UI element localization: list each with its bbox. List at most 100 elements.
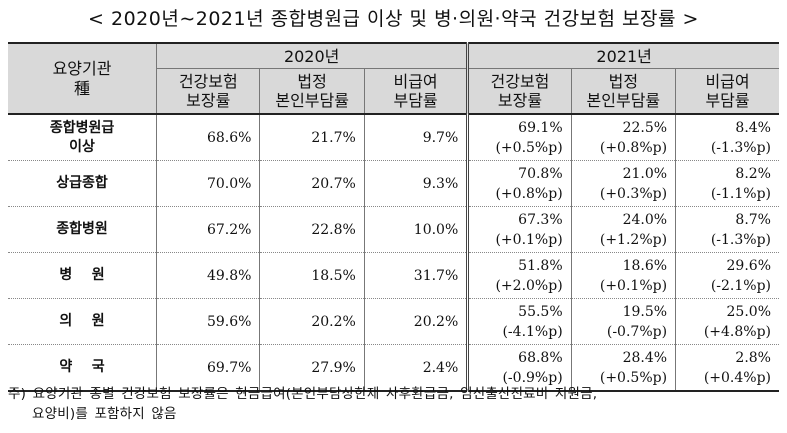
change-vs-2020: (+1.2%p) xyxy=(599,231,668,248)
value-2020-cell: 27.9% xyxy=(259,344,365,391)
col-2021-coverage: 건강보험 보장률 xyxy=(466,68,572,115)
value-2020-cell: 20.7% xyxy=(259,160,365,207)
value-2021: 19.5% xyxy=(622,303,668,320)
institution-type-sublabel: 種 xyxy=(74,78,91,98)
table-row: 병 원 49.8% 18.5% 31.7% 51.8% (+2.0%p) 18.6% (+0.… xyxy=(8,252,779,299)
value-2021: 2.8% xyxy=(735,349,771,366)
value-2021: 8.2% xyxy=(735,165,771,182)
year-2021-header: 2021년 xyxy=(466,42,779,69)
value-2020-cell: 20.2% xyxy=(259,298,365,345)
change-vs-2020: (+2.0%p) xyxy=(495,277,563,294)
value-2021-cell: 69.1% (+0.5%p) xyxy=(466,114,572,161)
value-2021-cell: 51.8% (+2.0%p) xyxy=(466,252,572,299)
value-2021-cell: 68.8% (-0.9%p) xyxy=(466,344,572,391)
value-2021-cell: 8.7% (-1.3%p) xyxy=(675,206,779,253)
value-2021-cell: 25.0% (+4.8%p) xyxy=(675,298,779,345)
value-2020-cell: 67.2% xyxy=(156,206,260,253)
table-row: 의 원 59.6% 20.2% 20.2% 55.5% (-4.1%p) 19.5% (-0.… xyxy=(8,298,779,345)
change-vs-2020: (+0.4%p) xyxy=(703,369,771,386)
table-row: 약 국 69.7% 27.9% 2.4% 68.8% (-0.9%p) 28.4% (+0.5… xyxy=(8,344,779,391)
value-2020-cell: 2.4% xyxy=(363,344,468,391)
value-2021-cell: 8.2% (-1.1%p) xyxy=(675,160,779,207)
footnote: 주) 요양기관 종별 건강보험 보장률은 현금급여(본인부담상한제 사후환급금,… xyxy=(8,384,779,424)
value-2020-cell: 21.7% xyxy=(259,114,365,161)
institution-type-cell: 병 원 xyxy=(59,267,105,283)
institution-type-header: 요양기관 種 xyxy=(8,42,157,115)
value-2021: 68.8% xyxy=(518,349,563,366)
value-2021: 55.5% xyxy=(518,303,563,320)
col-2021-copay: 법정 본인부담률 xyxy=(570,68,676,115)
value-2021-cell: 2.8% (+0.4%p) xyxy=(675,344,779,391)
value-2021: 67.3% xyxy=(518,211,563,228)
change-vs-2020: (+0.5%p) xyxy=(495,139,563,156)
col-2020-coverage: 건강보험 보장률 xyxy=(156,68,260,115)
value-2021: 8.7% xyxy=(735,211,771,228)
value-2020-cell: 20.2% xyxy=(363,298,468,345)
value-2020-cell: 59.6% xyxy=(156,298,260,345)
value-2021-cell: 70.8% (+0.8%p) xyxy=(466,160,572,207)
institution-type-label: 요양기관 xyxy=(52,58,112,78)
institution-type-cell: 의 원 xyxy=(59,313,105,329)
year-2020-header: 2020년 xyxy=(156,42,468,69)
value-2021-cell: 8.4% (-1.3%p) xyxy=(675,114,779,161)
col-2020-copay: 법정 본인부담률 xyxy=(259,68,365,115)
change-vs-2020: (+0.3%p) xyxy=(599,185,668,202)
value-2021: 18.6% xyxy=(622,257,668,274)
change-vs-2020: (-0.9%p) xyxy=(502,369,563,386)
value-2020-cell: 9.3% xyxy=(363,160,468,207)
value-2020-cell: 69.7% xyxy=(156,344,260,391)
value-2021: 21.0% xyxy=(622,165,668,182)
change-vs-2020: (+0.8%p) xyxy=(599,139,668,156)
value-2021: 24.0% xyxy=(622,211,668,228)
change-vs-2020: (-1.3%p) xyxy=(710,231,771,248)
col-2021-noncovered: 비급여 부담률 xyxy=(675,68,779,115)
value-2020-cell: 10.0% xyxy=(363,206,468,253)
value-2021-cell: 18.6% (+0.1%p) xyxy=(570,252,676,299)
value-2020-cell: 49.8% xyxy=(156,252,260,299)
col-2020-noncovered: 비급여 부담률 xyxy=(363,68,468,115)
change-vs-2020: (-4.1%p) xyxy=(502,323,563,340)
value-2021: 8.4% xyxy=(735,119,771,136)
table-row: 상급종합 70.0% 20.7% 9.3% 70.8% (+0.8%p) 21.0% (+0.… xyxy=(8,160,779,207)
value-2021: 69.1% xyxy=(518,119,563,136)
institution-type-cell: 상급종합 xyxy=(56,175,108,191)
value-2021-cell: 67.3% (+0.1%p) xyxy=(466,206,572,253)
footnote-line1: 주) 요양기관 종별 건강보험 보장률은 현금급여(본인부담상한제 사후환급금,… xyxy=(8,386,598,402)
value-2021-cell: 24.0% (+1.2%p) xyxy=(570,206,676,253)
change-vs-2020: (-0.7%p) xyxy=(606,323,668,340)
change-vs-2020: (-1.1%p) xyxy=(710,185,771,202)
change-vs-2020: (-1.3%p) xyxy=(710,139,771,156)
value-2021-cell: 28.4% (+0.5%p) xyxy=(570,344,676,391)
value-2020-cell: 22.8% xyxy=(259,206,365,253)
table-title: < 2020년∼2021년 종합병원급 이상 및 병·의원·약국 건강보험 보장… xyxy=(88,8,699,30)
value-2020-cell: 31.7% xyxy=(363,252,468,299)
value-2020-cell: 18.5% xyxy=(259,252,365,299)
change-vs-2020: (+0.1%p) xyxy=(495,231,563,248)
value-2021-cell: 29.6% (-2.1%p) xyxy=(675,252,779,299)
value-2021: 51.8% xyxy=(518,257,563,274)
value-2020-cell: 70.0% xyxy=(156,160,260,207)
change-vs-2020: (+0.5%p) xyxy=(599,369,668,386)
value-2021: 28.4% xyxy=(622,349,668,366)
value-2021: 22.5% xyxy=(622,119,668,136)
change-vs-2020: (+4.8%p) xyxy=(703,323,771,340)
footnote-line2: 요양비)를 포함하지 않음 xyxy=(32,406,177,422)
table-row: 종합병원급 이상 68.6% 21.7% 9.7% 69.1% (+0.5%p) 22.5% (… xyxy=(8,114,779,161)
value-2020-cell: 68.6% xyxy=(156,114,260,161)
value-2021-cell: 55.5% (-4.1%p) xyxy=(466,298,572,345)
value-2020-cell: 9.7% xyxy=(363,114,468,161)
change-vs-2020: (-2.1%p) xyxy=(710,277,771,294)
value-2021-cell: 19.5% (-0.7%p) xyxy=(570,298,676,345)
change-vs-2020: (+0.8%p) xyxy=(495,185,563,202)
institution-type-cell: 종합병원급 이상 xyxy=(49,119,115,155)
institution-type-cell: 종합병원 xyxy=(56,221,108,237)
institution-type-cell: 약 국 xyxy=(59,359,105,375)
coverage-rate-table: 요양기관 種 2020년 2021년 건강보험 보장률 법정 본인부담률 비급여 부담… xyxy=(8,42,779,392)
value-2021: 70.8% xyxy=(518,165,563,182)
value-2021-cell: 22.5% (+0.8%p) xyxy=(570,114,676,161)
value-2021: 29.6% xyxy=(726,257,771,274)
change-vs-2020: (+0.1%p) xyxy=(599,277,668,294)
value-2021-cell: 21.0% (+0.3%p) xyxy=(570,160,676,207)
value-2021: 25.0% xyxy=(726,303,771,320)
table-row: 종합병원 67.2% 22.8% 10.0% 67.3% (+0.1%p) 24.0% (+1… xyxy=(8,206,779,253)
